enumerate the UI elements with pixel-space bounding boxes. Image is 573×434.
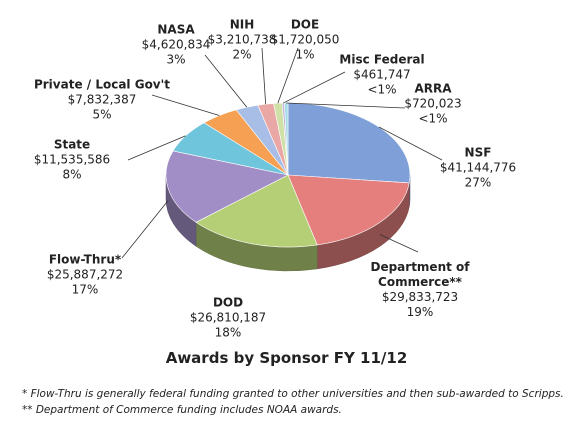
value-label: $720,023 bbox=[404, 96, 462, 111]
leader-line bbox=[378, 126, 443, 161]
category-label: Private / Local Gov't bbox=[33, 77, 171, 92]
slice-label: ARRA $720,023 <1% bbox=[404, 82, 461, 127]
slice-label: Misc Federal $461,747 <1% bbox=[339, 53, 424, 98]
percent-label: 27% bbox=[464, 175, 492, 190]
value-label: $29,833,723 bbox=[381, 290, 459, 304]
percent-label: <1% bbox=[367, 82, 397, 97]
slice-label: Department of Commerce** $29,833,723 19% bbox=[370, 260, 470, 320]
value-label: $26,810,187 bbox=[189, 310, 267, 325]
value-label: $461,747 bbox=[353, 67, 411, 82]
leader-line bbox=[151, 94, 220, 116]
value-label: $3,210,738 bbox=[207, 32, 277, 47]
value-label: $1,720,050 bbox=[270, 32, 340, 47]
footnote: ** Department of Commerce funding includ… bbox=[22, 404, 342, 416]
percent-label: <1% bbox=[418, 111, 448, 126]
value-label: $4,620,834 bbox=[141, 37, 211, 52]
percent-label: 1% bbox=[295, 47, 315, 62]
category-label: Misc Federal bbox=[339, 52, 425, 67]
percent-label: 3% bbox=[166, 52, 186, 67]
slice-label: DOD $26,810,187 18% bbox=[190, 296, 266, 341]
category-label: State bbox=[53, 137, 91, 152]
value-label: $11,535,586 bbox=[33, 152, 111, 167]
category-label: NSF bbox=[464, 145, 492, 160]
leader-line bbox=[127, 135, 186, 161]
slice bbox=[287, 174, 410, 246]
percent-label: 5% bbox=[92, 107, 112, 122]
slice-label: NASA $4,620,834 3% bbox=[142, 23, 211, 68]
percent-label: 8% bbox=[62, 167, 82, 182]
percent-label: 18% bbox=[214, 325, 242, 340]
category-label: DOD bbox=[212, 295, 244, 310]
percent-label: 19% bbox=[406, 305, 434, 319]
leader-line bbox=[277, 47, 299, 104]
slice-label: NSF $41,144,776 27% bbox=[440, 146, 516, 191]
value-label: $25,887,272 bbox=[46, 267, 124, 282]
value-label: $41,144,776 bbox=[439, 160, 517, 175]
leader-line bbox=[261, 47, 267, 105]
leader-line bbox=[283, 71, 346, 104]
category-label: ARRA bbox=[414, 81, 452, 96]
leader-line bbox=[121, 200, 169, 259]
category-label: Flow-Thru* bbox=[48, 252, 122, 267]
slice-label: Private / Local Gov't $7,832,387 5% bbox=[34, 78, 170, 123]
percent-label: 17% bbox=[71, 282, 99, 297]
leader-line bbox=[204, 54, 248, 108]
leader-line bbox=[286, 102, 406, 109]
category-label: NASA bbox=[157, 22, 195, 37]
slice-label: DOE $1,720,050 1% bbox=[271, 18, 340, 63]
slice-label: Flow-Thru* $25,887,272 17% bbox=[47, 253, 123, 298]
slice-label: State $11,535,586 8% bbox=[34, 138, 110, 183]
category-label: DOE bbox=[290, 17, 320, 32]
slice-label: NIH $3,210,738 2% bbox=[208, 18, 277, 63]
footnote: * Flow-Thru is generally federal funding… bbox=[22, 388, 564, 400]
value-label: $7,832,387 bbox=[67, 92, 137, 107]
slice bbox=[195, 174, 318, 248]
category-label: NIH bbox=[229, 17, 255, 32]
slice bbox=[287, 102, 411, 184]
percent-label: 2% bbox=[232, 47, 252, 62]
chart-title: Awards by Sponsor FY 11/12 bbox=[165, 349, 408, 367]
category-label: Department of Commerce** bbox=[370, 260, 470, 289]
leader-line bbox=[379, 234, 419, 253]
